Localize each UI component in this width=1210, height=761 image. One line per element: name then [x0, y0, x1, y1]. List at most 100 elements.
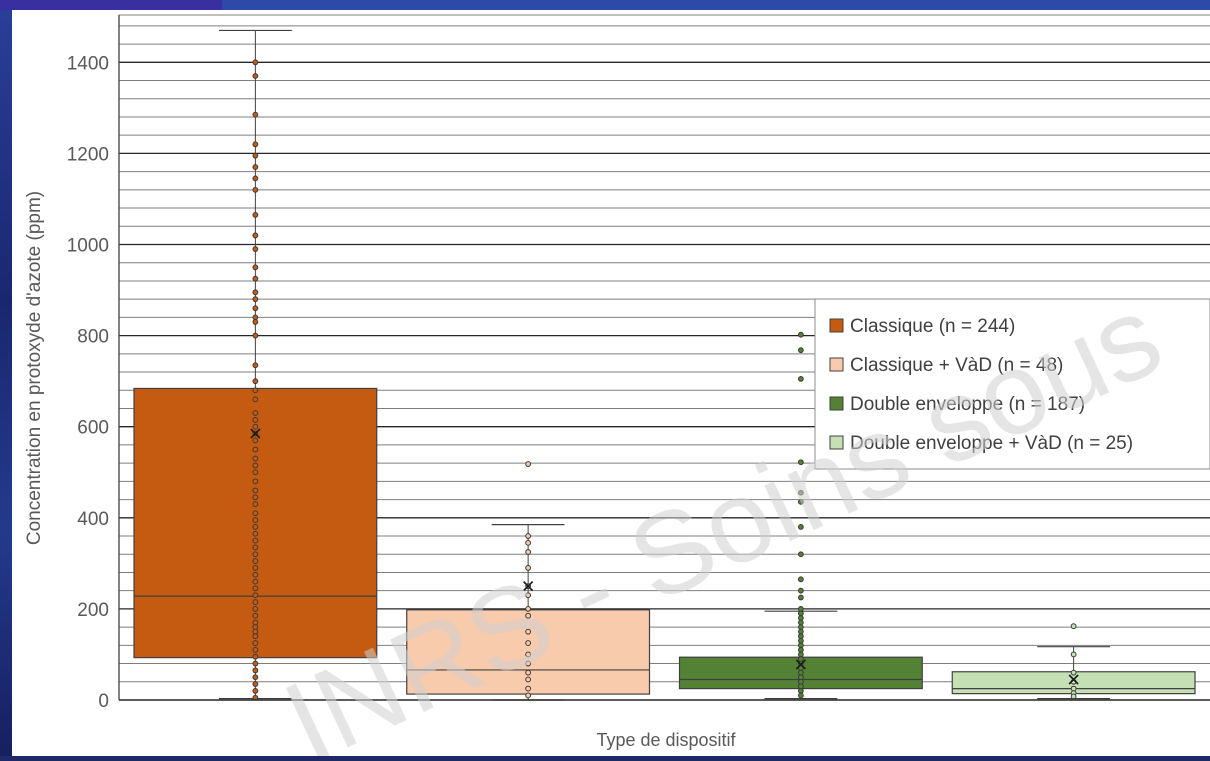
data-point — [252, 646, 259, 653]
legend-swatch — [829, 396, 844, 411]
mean-marker — [1068, 674, 1079, 685]
y-tick-label: 200 — [77, 600, 109, 621]
data-point — [797, 375, 804, 382]
data-point — [252, 585, 259, 592]
data-point — [525, 549, 532, 555]
data-point — [252, 73, 259, 79]
data-point — [525, 692, 532, 699]
data-point — [252, 599, 259, 605]
data-point — [252, 640, 259, 646]
data-point — [525, 676, 532, 683]
data-point — [252, 612, 259, 619]
data-point — [252, 59, 259, 66]
legend-label: Double enveloppe (n = 187) — [850, 394, 1085, 415]
data-point — [252, 544, 259, 551]
data-point — [525, 565, 532, 571]
data-point — [797, 347, 804, 354]
data-point — [252, 558, 259, 564]
y-tick-label: 1200 — [67, 144, 109, 165]
data-point — [252, 681, 259, 687]
data-point — [252, 305, 259, 312]
data-point — [252, 296, 259, 303]
data-point — [252, 437, 259, 444]
data-point — [1070, 693, 1077, 700]
box-plot-chart: Concentration en protoxyde d'azote (ppm)… — [24, 14, 1210, 761]
y-tick-label: 1000 — [67, 236, 109, 257]
window-frame-tab — [0, 0, 222, 10]
data-point — [252, 410, 259, 416]
data-point — [525, 651, 532, 658]
box-1 — [133, 29, 378, 701]
data-point — [252, 494, 259, 501]
data-point — [797, 498, 804, 505]
data-point — [525, 669, 532, 676]
data-point — [252, 478, 259, 485]
mean-marker — [523, 581, 534, 592]
data-point — [525, 612, 532, 619]
data-point — [252, 387, 259, 394]
mean-marker-stroke — [523, 581, 534, 592]
data-point — [797, 576, 804, 583]
data-point — [525, 539, 532, 546]
window-frame-top — [0, 0, 1210, 10]
data-point — [1070, 623, 1077, 630]
legend-label: Double enveloppe + VàD (n = 25) — [850, 433, 1133, 454]
data-point — [525, 606, 532, 612]
data-point — [252, 530, 259, 537]
legend-label: Classique (n = 244) — [850, 316, 1015, 337]
data-point — [252, 423, 259, 430]
data-point — [252, 537, 259, 544]
data-point — [797, 489, 804, 496]
mean-marker-stroke — [250, 428, 261, 439]
data-point — [252, 332, 259, 339]
data-point — [525, 685, 532, 692]
data-point — [252, 275, 259, 282]
data-point — [252, 510, 259, 517]
data-point — [525, 461, 532, 467]
data-point — [252, 565, 259, 571]
data-point — [252, 164, 259, 170]
legend-box — [814, 298, 1210, 470]
data-point — [252, 446, 259, 453]
y-tick-label: 600 — [77, 418, 109, 439]
y-axis-label: Concentration en protoxyde d'azote (ppm) — [24, 191, 45, 545]
data-point — [252, 633, 259, 640]
data-point — [252, 667, 259, 674]
data-point — [252, 175, 259, 182]
data-point — [252, 152, 259, 159]
data-point — [797, 551, 804, 558]
data-point — [797, 594, 804, 601]
y-tick-label: 0 — [98, 691, 109, 712]
data-point — [252, 378, 259, 385]
data-point — [252, 487, 259, 494]
data-point — [252, 246, 259, 252]
data-point — [1070, 651, 1077, 658]
data-point — [252, 571, 259, 578]
y-tick-label: 400 — [77, 509, 109, 530]
data-point — [1070, 669, 1077, 676]
data-point — [252, 592, 259, 599]
data-point — [525, 592, 532, 599]
data-point — [797, 587, 804, 594]
y-tick-label: 1400 — [67, 53, 109, 74]
legend-swatch — [829, 318, 844, 333]
legend-label: Classique + VàD (n = 48) — [850, 355, 1063, 376]
data-point — [797, 524, 804, 530]
data-point — [252, 524, 259, 530]
data-point — [252, 501, 259, 508]
mean-marker — [795, 659, 806, 670]
data-point — [252, 653, 259, 660]
data-point — [252, 362, 259, 369]
data-point — [252, 660, 259, 667]
data-point — [252, 289, 259, 296]
data-point — [252, 455, 259, 462]
data-point — [252, 687, 259, 694]
data-point — [252, 517, 259, 523]
data-point — [252, 606, 259, 612]
data-point — [252, 232, 259, 239]
data-point — [797, 459, 804, 466]
box-4 — [951, 623, 1196, 700]
box-3 — [678, 331, 923, 700]
data-point — [252, 186, 259, 193]
data-point — [252, 211, 259, 218]
